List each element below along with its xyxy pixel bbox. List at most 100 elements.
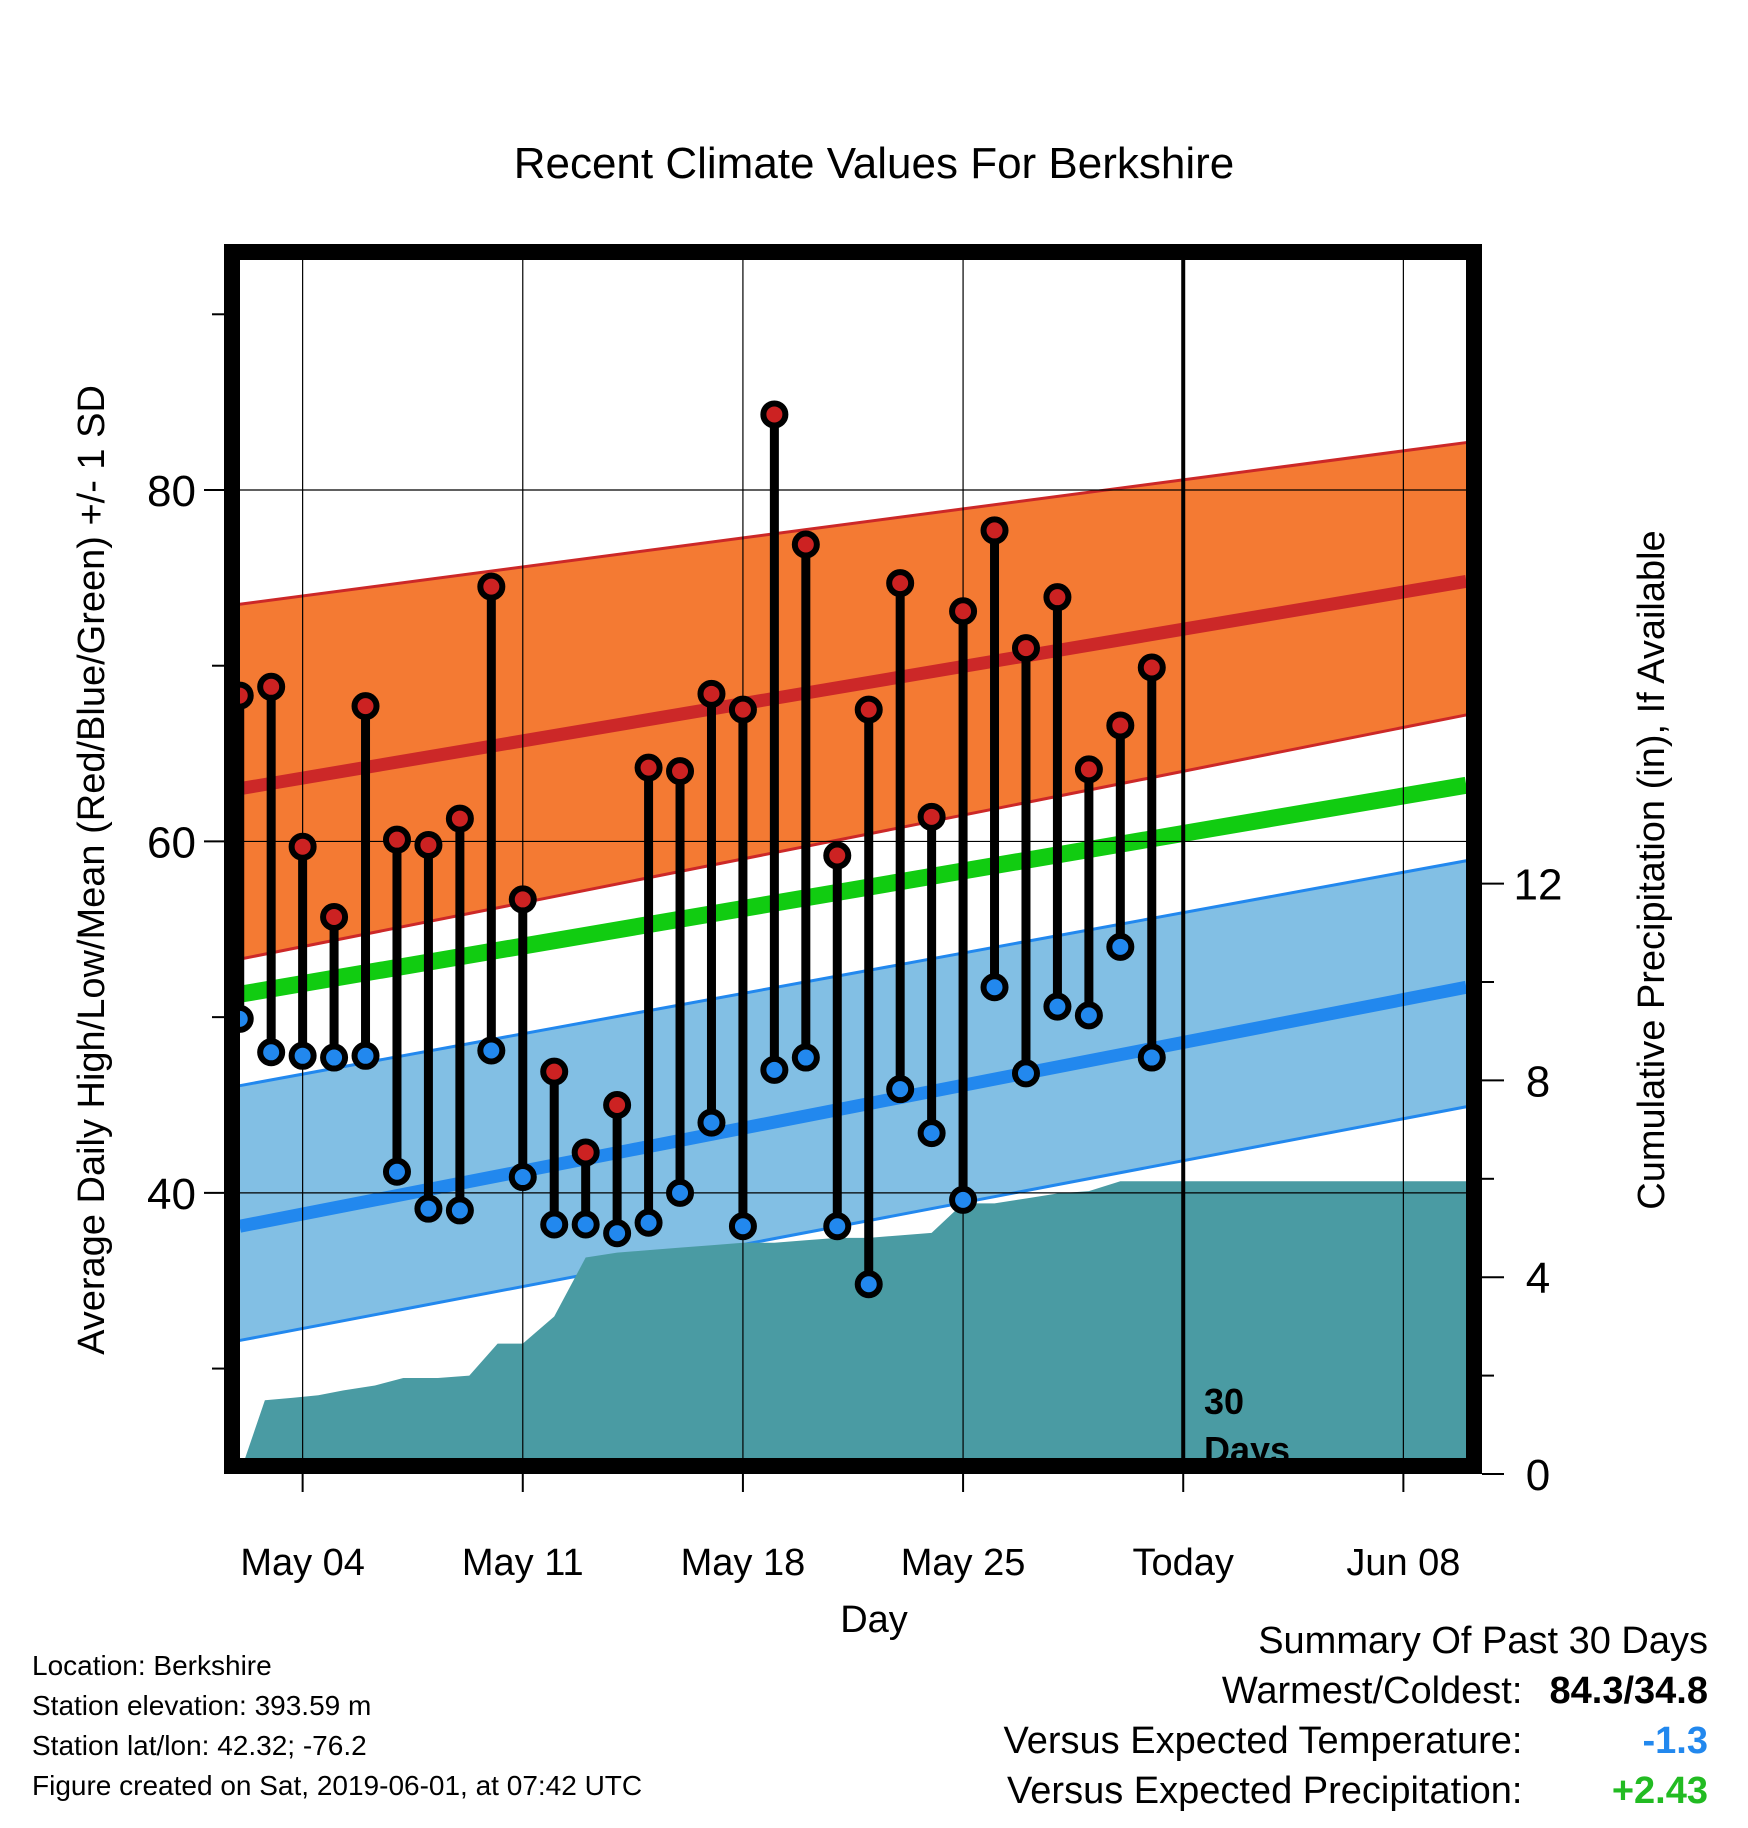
high-point-10 (508, 885, 537, 914)
summary-warmest-label: Warmest/Coldest: (1221, 1670, 1523, 1712)
high-point-23 (917, 802, 946, 831)
low-point-2 (257, 1038, 286, 1067)
low-point-29 (1106, 932, 1135, 961)
low-point-15 (666, 1178, 695, 1207)
x-tick-label-0: May 04 (240, 1542, 365, 1584)
summary-temp-value: -1.3 (1642, 1720, 1708, 1762)
normal-low-line (238, 980, 1468, 1233)
high-point-24 (949, 597, 978, 626)
low-point-19 (791, 1043, 820, 1072)
low-point-10 (508, 1163, 537, 1192)
high-point-12 (571, 1138, 600, 1167)
plot-frame (224, 244, 1482, 1474)
right-tick-label-1: 4 (1526, 1254, 1550, 1303)
high-point-26 (1011, 634, 1040, 663)
low-point-3 (288, 1041, 317, 1070)
high-point-15 (666, 757, 695, 786)
x-axis-label: Day (840, 1599, 908, 1641)
high-normal-band-upper-edge (239, 441, 1467, 606)
summary-heading: Summary Of Past 30 Days (1258, 1620, 1708, 1662)
high-point-25 (980, 516, 1009, 545)
chart-title: Recent Climate Values For Berkshire (514, 139, 1235, 188)
low-point-27 (1043, 992, 1072, 1021)
low-point-4 (320, 1043, 349, 1072)
info-latlon: Station lat/lon: 42.32; -76.2 (32, 1730, 367, 1761)
low-point-21 (854, 1270, 883, 1299)
high-point-3 (288, 832, 317, 861)
low-point-25 (980, 973, 1009, 1002)
right-tick-label-3: 12 (1514, 861, 1563, 910)
low-point-18 (760, 1055, 789, 1084)
high-point-30 (1137, 653, 1166, 682)
high-normal-band (239, 442, 1467, 960)
summary-panel: Summary Of Past 30 Days Warmest/Coldest:… (1004, 1616, 1708, 1816)
low-point-20 (823, 1212, 852, 1241)
low-point-22 (886, 1075, 915, 1104)
low-point-7 (414, 1194, 443, 1223)
summary-warmest-value: 84.3/34.8 (1549, 1670, 1708, 1712)
low-point-24 (949, 1185, 978, 1214)
high-point-16 (697, 679, 726, 708)
normal-high-line (238, 574, 1468, 796)
station-info: Location: Berkshire Station elevation: 3… (32, 1646, 642, 1806)
precipitation-area (242, 1181, 1467, 1466)
high-normal-band-lower-edge (239, 713, 1467, 961)
high-point-2 (257, 672, 286, 701)
right-tick-label-2: 8 (1526, 1057, 1550, 1106)
plot-clip-group (238, 441, 1468, 1466)
summary-precip-row: Versus Expected Precipitation: +2.43 (1004, 1766, 1708, 1816)
summary-temp-label: Versus Expected Temperature: (1003, 1720, 1523, 1762)
x-tick-label-2: May 18 (681, 1542, 806, 1584)
high-point-19 (791, 530, 820, 559)
summary-warmest-row: Warmest/Coldest: 84.3/34.8 (1004, 1666, 1708, 1716)
high-point-8 (445, 804, 474, 833)
right-tick-label-0: 0 (1526, 1451, 1550, 1500)
plot-area: 40 60 80 0 4 8 12 May 04 May 11 May 18 May 25 Today… (147, 244, 1562, 1584)
low-point-28 (1074, 1001, 1103, 1030)
today-label-line1: 30 (1204, 1381, 1244, 1422)
high-point-4 (320, 902, 349, 931)
right-axis-label: Cumulative Precipitation (in), If Availa… (1631, 530, 1673, 1209)
left-tick-label-2: 80 (147, 467, 196, 516)
low-point-14 (634, 1208, 663, 1237)
high-point-21 (854, 695, 883, 724)
left-tick-label-1: 60 (147, 818, 196, 867)
low-point-23 (917, 1119, 946, 1148)
high-point-7 (414, 830, 443, 859)
info-elevation: Station elevation: 393.59 m (32, 1690, 372, 1721)
low-point-17 (728, 1212, 757, 1241)
high-point-9 (477, 572, 506, 601)
high-point-11 (540, 1057, 569, 1086)
low-point-13 (603, 1219, 632, 1248)
left-axis-label: Average Daily High/Low/Mean (Red/Blue/Gr… (71, 385, 113, 1355)
high-point-13 (603, 1091, 632, 1119)
low-point-11 (540, 1210, 569, 1239)
high-point-17 (728, 695, 757, 724)
low-point-6 (382, 1157, 411, 1186)
high-point-18 (760, 400, 789, 429)
left-tick-label-0: 40 (147, 1170, 196, 1219)
low-normal-band-upper-edge (239, 859, 1467, 1088)
summary-temp-row: Versus Expected Temperature: -1.3 (1004, 1716, 1708, 1766)
high-point-27 (1043, 583, 1072, 612)
info-location: Location: Berkshire (32, 1650, 272, 1681)
high-point-6 (382, 825, 411, 854)
summary-precip-label: Versus Expected Precipitation: (1007, 1770, 1523, 1812)
x-tick-label-4: Today (1133, 1542, 1234, 1584)
high-point-5 (351, 692, 380, 721)
info-created: Figure created on Sat, 2019-06-01, at 07… (32, 1770, 643, 1801)
summary-precip-value: +2.43 (1611, 1770, 1708, 1812)
x-tick-label-5: Jun 08 (1346, 1542, 1460, 1584)
low-point-26 (1011, 1059, 1040, 1088)
low-point-16 (697, 1108, 726, 1137)
today-label-line2: Days (1204, 1429, 1290, 1470)
low-point-9 (477, 1036, 506, 1065)
high-point-14 (634, 753, 663, 782)
x-tick-label-1: May 11 (462, 1542, 584, 1584)
high-point-20 (823, 841, 852, 870)
high-point-29 (1106, 711, 1135, 740)
x-tick-label-3: May 25 (901, 1542, 1026, 1584)
low-point-12 (571, 1210, 600, 1239)
normal-mean-line (238, 776, 1468, 1003)
